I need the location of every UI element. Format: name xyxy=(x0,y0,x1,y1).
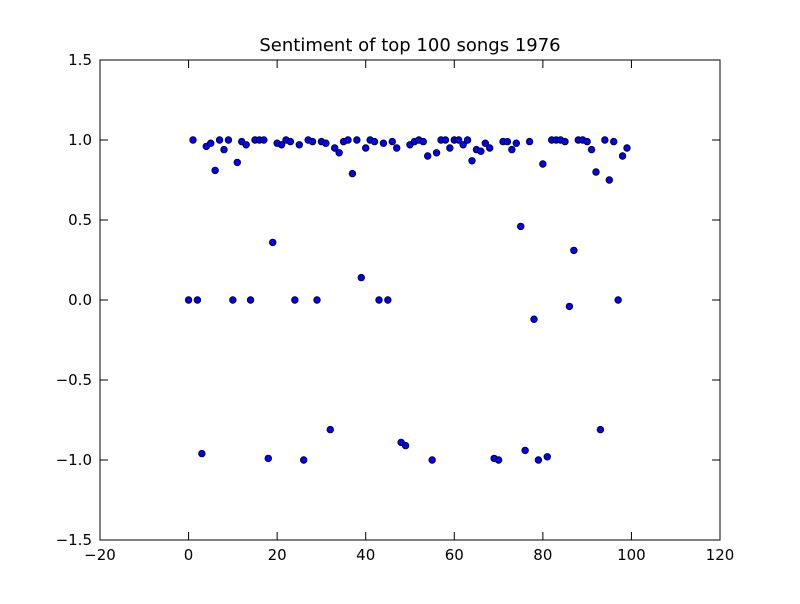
data-point xyxy=(455,136,463,144)
data-point xyxy=(308,137,317,146)
data-point xyxy=(539,160,547,168)
data-point xyxy=(592,168,600,176)
data-point xyxy=(286,137,295,146)
data-point xyxy=(614,296,622,304)
y-tick-label: 1.5 xyxy=(68,51,92,69)
data-point xyxy=(193,296,202,304)
data-point xyxy=(534,456,543,464)
data-point xyxy=(468,157,476,165)
data-point xyxy=(384,296,392,304)
data-point xyxy=(508,145,516,154)
data-point xyxy=(525,137,534,146)
data-point xyxy=(375,296,383,304)
data-point xyxy=(503,137,512,146)
data-point xyxy=(344,136,352,144)
y-tick-label: 0.5 xyxy=(68,211,92,229)
data-point xyxy=(481,139,489,147)
data-point xyxy=(246,296,255,304)
data-point xyxy=(623,144,631,152)
x-tick-label: 40 xyxy=(356,546,375,564)
data-point xyxy=(260,136,268,144)
data-point xyxy=(543,453,551,461)
data-point xyxy=(335,149,343,157)
data-point xyxy=(348,169,357,178)
data-point xyxy=(189,136,197,144)
data-point xyxy=(198,449,206,458)
y-tick-label: 1.0 xyxy=(68,131,92,149)
data-point xyxy=(370,137,379,146)
data-point xyxy=(313,296,321,304)
data-point xyxy=(220,145,228,154)
data-point xyxy=(393,144,401,152)
data-point xyxy=(379,139,388,147)
x-tick-label: 0 xyxy=(184,546,194,564)
data-point xyxy=(233,158,241,167)
data-point xyxy=(331,144,339,152)
data-point xyxy=(300,456,308,464)
data-point xyxy=(211,166,219,175)
x-tick-label: 100 xyxy=(617,546,646,564)
data-point xyxy=(419,137,427,146)
data-point xyxy=(424,152,432,160)
data-point xyxy=(610,137,618,146)
data-point xyxy=(264,454,272,463)
data-point xyxy=(587,145,596,154)
data-point xyxy=(565,302,574,311)
data-point xyxy=(207,139,215,147)
x-tick-label: −20 xyxy=(84,546,116,564)
data-point xyxy=(601,136,609,144)
ticks-layer: −20 0 20 40 60 80 100 120 −1.5 −1.0 −0.5 0.0 0.5 1.0 1… xyxy=(56,51,735,564)
data-point xyxy=(269,238,277,247)
y-tick-label: 0.0 xyxy=(68,291,92,309)
data-point xyxy=(561,137,569,146)
y-tick-label: −1.5 xyxy=(56,531,92,549)
data-point xyxy=(477,147,485,155)
data-point xyxy=(277,141,286,149)
data-point xyxy=(353,136,361,144)
y-tick-label: −1.0 xyxy=(56,451,92,469)
data-point xyxy=(357,273,365,282)
data-point xyxy=(401,441,410,450)
data-point xyxy=(605,176,613,184)
data-point xyxy=(512,139,520,147)
points-layer xyxy=(184,136,631,464)
x-tick-label: 80 xyxy=(533,546,552,564)
data-point xyxy=(224,136,233,144)
data-point xyxy=(486,144,494,152)
data-point xyxy=(322,139,330,147)
x-tick-label: 20 xyxy=(268,546,287,564)
x-tick-label: 60 xyxy=(445,546,464,564)
data-point xyxy=(463,136,472,144)
data-point xyxy=(215,136,224,144)
data-point xyxy=(618,152,627,160)
data-point xyxy=(446,144,454,152)
data-point xyxy=(441,136,450,144)
data-point xyxy=(530,315,538,323)
chart-title: Sentiment of top 100 songs 1976 xyxy=(259,35,561,56)
data-point xyxy=(326,425,334,434)
data-point xyxy=(570,246,578,255)
data-point xyxy=(229,296,237,304)
data-point xyxy=(459,141,467,149)
data-point xyxy=(596,425,605,434)
data-point xyxy=(362,144,370,152)
data-point xyxy=(291,296,299,304)
y-tick-label: −0.5 xyxy=(56,371,92,389)
data-point xyxy=(521,446,529,455)
data-point xyxy=(295,141,303,149)
data-point xyxy=(583,137,591,146)
data-point xyxy=(242,141,250,149)
plot-frame xyxy=(99,59,721,541)
data-point xyxy=(388,137,396,146)
data-point xyxy=(517,222,525,231)
data-point xyxy=(494,456,503,464)
x-tick-label: 120 xyxy=(706,546,735,564)
data-point xyxy=(432,149,441,157)
data-point xyxy=(184,296,193,304)
data-point xyxy=(428,456,436,464)
